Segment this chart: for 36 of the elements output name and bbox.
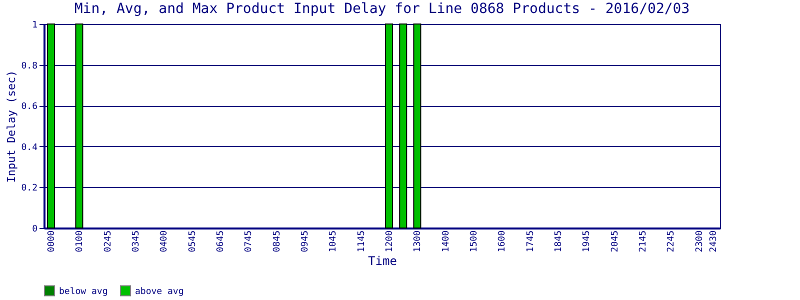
x-tick-label: 0945 xyxy=(300,230,311,252)
legend-label: below avg xyxy=(59,286,108,297)
x-tick-label: 1300 xyxy=(413,230,424,252)
y-tick-label: 0.8 xyxy=(21,61,38,72)
chart-title: Min, Avg, and Max Product Input Delay for Line 0868 Products - 2016/02/03 xyxy=(74,1,690,17)
x-tick-label: 0100 xyxy=(75,230,86,252)
x-tick-label: 0845 xyxy=(272,230,282,252)
y-tick-label: 0.6 xyxy=(21,102,38,112)
y-tick-label: 0.2 xyxy=(21,184,38,194)
legend-label: above avg xyxy=(135,286,184,297)
x-tick-label: 1045 xyxy=(328,230,339,252)
x-tick-label: 1500 xyxy=(470,230,480,252)
x-tick-label: 1745 xyxy=(526,230,536,252)
x-tick-label: 1845 xyxy=(554,230,564,252)
y-axis-title: Input Delay (sec) xyxy=(5,70,18,183)
x-tick-label: 0245 xyxy=(103,230,114,252)
x-tick-label: 2145 xyxy=(638,230,649,252)
x-tick-label: 0545 xyxy=(188,230,198,252)
x-tick-label: 2045 xyxy=(610,230,620,252)
x-tick-label: 2430 xyxy=(708,230,719,252)
x-tick-label: 0345 xyxy=(132,230,142,252)
x-tick-label: 0000 xyxy=(47,230,58,252)
x-tick-label: 0645 xyxy=(216,230,226,252)
x-tick-label: 0400 xyxy=(160,230,170,252)
y-tick-label: 0 xyxy=(32,224,38,234)
x-tick-label: 1200 xyxy=(385,230,396,252)
x-axis-title: Time xyxy=(368,254,397,268)
x-tick-label: 1945 xyxy=(582,230,592,252)
x-tick-label: 1600 xyxy=(498,230,508,252)
x-tick-label: 2300 xyxy=(694,230,705,252)
y-tick-label: 0.4 xyxy=(21,142,38,153)
x-tick-label: 0745 xyxy=(244,230,254,252)
x-tick-label: 2245 xyxy=(666,230,677,252)
x-tick-label: 1145 xyxy=(356,230,367,252)
y-tick-label: 1 xyxy=(32,20,38,30)
x-tick-label: 1400 xyxy=(441,230,452,252)
